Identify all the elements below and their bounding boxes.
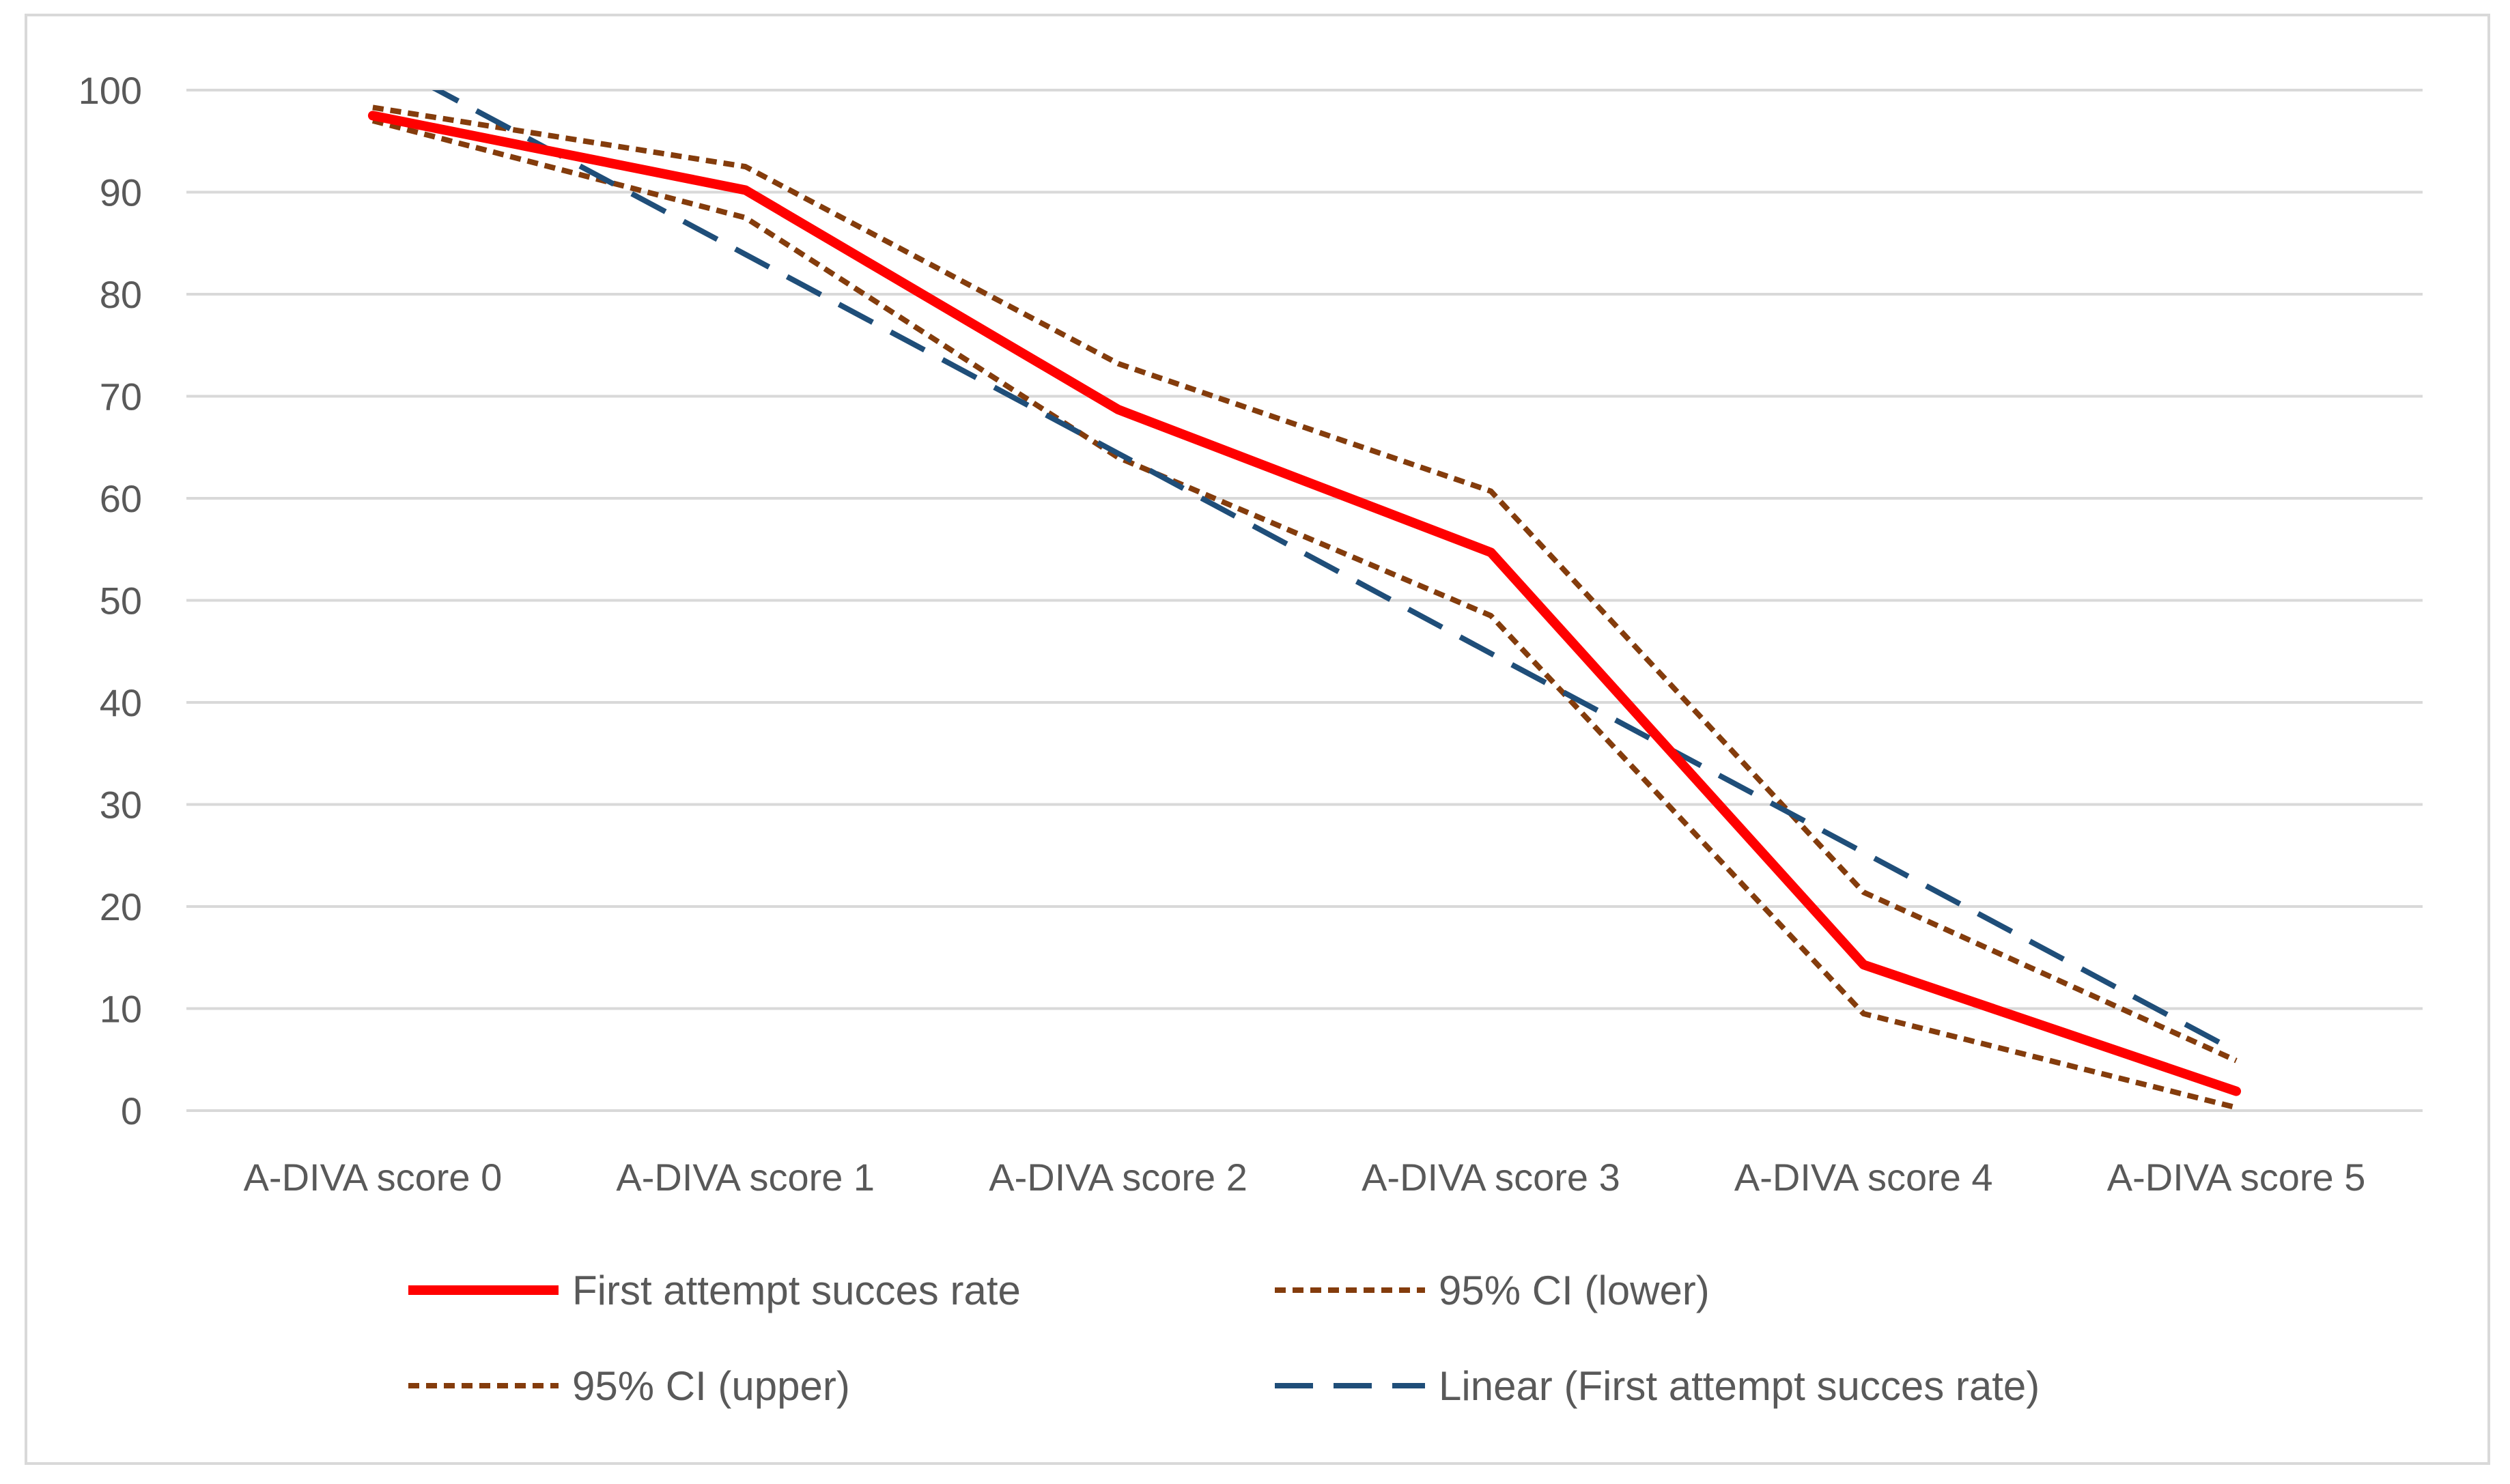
legend-label: First attempt succes rate <box>572 1268 1021 1313</box>
gridlines <box>186 89 2423 1112</box>
legend-label: Linear (First attempt succes rate) <box>1439 1363 2040 1409</box>
legend-label: 95% CI (upper) <box>572 1363 850 1409</box>
y-tick-label: 80 <box>100 273 142 316</box>
series-line-first-attempt-succes-rate <box>367 111 2242 1096</box>
y-axis-ticks: 0 10 20 30 40 50 60 70 80 90 100 <box>79 69 142 1132</box>
legend-label: 95% CI (lower) <box>1439 1268 1710 1313</box>
legend-item: First attempt succes rate <box>408 1268 1021 1313</box>
series-line-95-ci-upper <box>372 104 2238 1064</box>
y-tick-label: 10 <box>100 988 142 1031</box>
y-tick-label: 30 <box>100 784 142 827</box>
y-tick-label: 90 <box>100 171 142 214</box>
legend-item: 95% CI (upper) <box>408 1363 850 1409</box>
chart-border <box>25 14 2490 1465</box>
x-axis-ticks: A-DIVA score 0 A-DIVA score 1 A-DIVA score… <box>244 1156 2366 1199</box>
x-tick-label: A-DIVA score 1 <box>616 1156 875 1199</box>
y-tick-label: 100 <box>79 69 142 112</box>
x-tick-label: A-DIVA score 3 <box>1362 1156 1620 1199</box>
legend-item: 95% CI (lower) <box>1275 1268 1710 1313</box>
x-tick-label: A-DIVA score 4 <box>1734 1156 1993 1199</box>
y-tick-label: 40 <box>100 681 142 724</box>
series-line-95-ci-lower <box>371 117 2238 1111</box>
x-tick-label: A-DIVA score 2 <box>989 1156 1247 1199</box>
x-tick-label: A-DIVA score 5 <box>2107 1156 2366 1199</box>
y-tick-label: 20 <box>100 885 142 928</box>
legend-item: Linear (First attempt succes rate) <box>1275 1363 2040 1409</box>
series-lines <box>367 90 2242 1111</box>
y-tick-label: 50 <box>100 580 142 623</box>
x-tick-label: A-DIVA score 0 <box>244 1156 503 1199</box>
y-tick-label: 60 <box>100 477 142 520</box>
legend: First attempt succes rate 95% CI (lower) 9… <box>408 1268 2040 1409</box>
y-tick-label: 0 <box>121 1089 142 1132</box>
y-tick-label: 70 <box>100 375 142 418</box>
